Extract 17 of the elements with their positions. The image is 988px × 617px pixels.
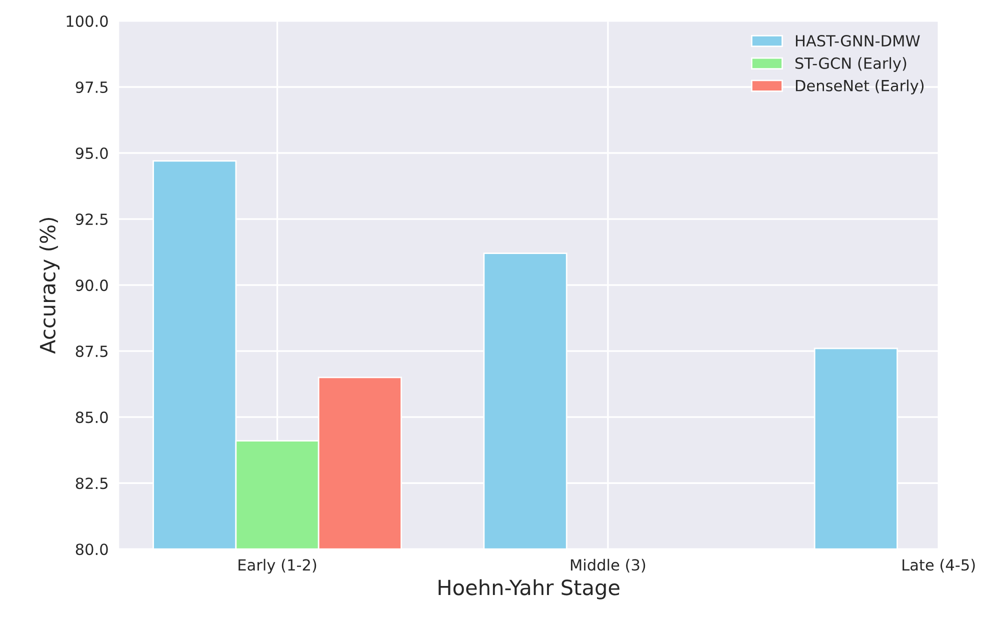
legend-label: HAST-GNN-DMW xyxy=(796,35,920,47)
y-tick-label: 97.5 xyxy=(76,81,108,94)
y-tick-label: 80.0 xyxy=(76,544,108,556)
x-tick-label: Early (1-2) xyxy=(238,558,316,574)
x-axis-title: Hoehn-Yahr Stage xyxy=(438,579,620,600)
y-tick-label: 87.5 xyxy=(76,346,108,358)
y-tick-label: 85.0 xyxy=(76,412,108,424)
y-tick-label: 92.5 xyxy=(76,214,108,226)
y-tick-label: 82.5 xyxy=(76,478,108,490)
x-tick-label: Late (4-5) xyxy=(902,558,975,572)
y-tick-label: 95.0 xyxy=(76,147,108,160)
legend-label: DenseNet (Early) xyxy=(796,80,924,94)
y-tick-label: 90.0 xyxy=(76,280,108,292)
x-tick-label: Middle (3) xyxy=(570,558,646,572)
y-axis-title: Accuracy (%) xyxy=(39,218,60,354)
y-tick-label: 100.0 xyxy=(66,15,108,27)
legend-label: ST-GCN (Early) xyxy=(795,57,906,72)
